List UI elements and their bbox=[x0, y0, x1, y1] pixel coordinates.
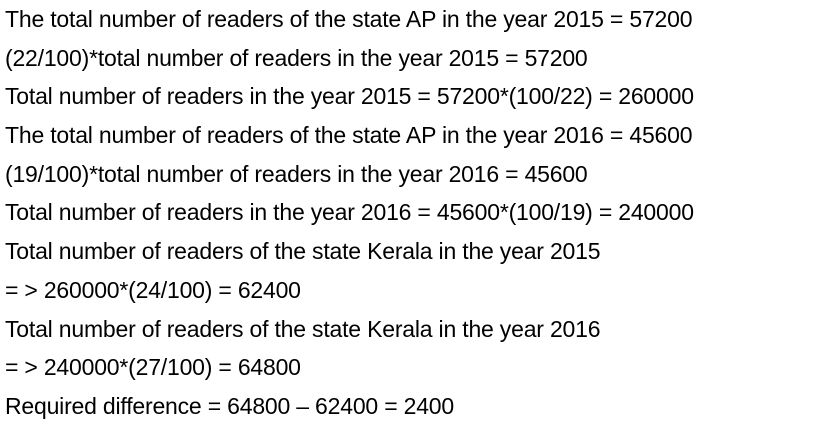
text-line-11: Required difference = 64800 – 62400 = 24… bbox=[5, 392, 454, 419]
text-line-1: The total number of readers of the state… bbox=[5, 6, 693, 32]
text-line-5: (19/100)*total number of readers in the … bbox=[5, 160, 588, 187]
text-line-10: = > 240000*(27/100) = 64800 bbox=[5, 354, 301, 381]
text-line-8: = > 260000*(24/100) = 62400 bbox=[5, 276, 301, 303]
text-line-9: Total number of readers of the state Ker… bbox=[5, 315, 601, 342]
text-line-2: (22/100)*total number of readers in the … bbox=[5, 44, 588, 71]
text-line-6: Total number of readers in the year 2016… bbox=[5, 199, 694, 226]
text-line-7: Total number of readers of the state Ker… bbox=[5, 238, 601, 265]
text-line-3: Total number of readers in the year 2015… bbox=[5, 83, 694, 110]
text-line-4: The total number of readers of the state… bbox=[5, 122, 693, 149]
solution-text: The total number of readers of the state… bbox=[5, 0, 823, 426]
